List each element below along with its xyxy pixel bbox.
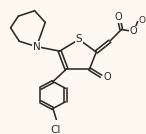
Text: O: O (130, 26, 138, 36)
Text: O: O (104, 72, 112, 82)
Text: S: S (76, 34, 82, 44)
Text: N: N (33, 42, 40, 52)
Text: O: O (139, 16, 146, 25)
Text: Cl: Cl (51, 125, 61, 134)
Text: O: O (115, 12, 122, 22)
